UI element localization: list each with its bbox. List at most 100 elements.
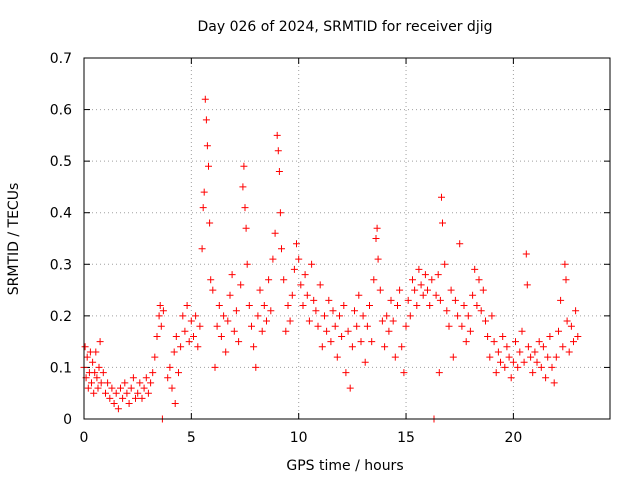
data-point [301,271,309,279]
data-point [445,322,453,330]
data-point [503,343,511,351]
data-point [518,327,526,335]
data-point [138,394,146,402]
data-point [342,369,350,377]
data-point [136,379,144,387]
data-point [224,317,232,325]
data-point [331,322,339,330]
y-tick-label: 0.2 [50,309,72,325]
data-point [443,307,451,315]
data-point [171,400,179,407]
data-point [353,322,361,330]
data-point [89,358,97,366]
data-point [555,327,562,335]
data-point [477,307,485,315]
data-point [516,348,524,356]
data-point [269,255,277,263]
data-point [299,302,307,309]
data-point [454,312,462,320]
data-point [245,302,253,309]
data-point [310,296,318,304]
data-point [561,260,569,268]
data-point [494,348,502,356]
data-point [574,333,582,340]
data-point [499,333,507,340]
data-point [533,358,541,366]
data-point [363,322,371,330]
data-point [308,260,316,268]
data-point [458,322,466,330]
data-point [447,286,455,294]
data-point [280,276,288,284]
data-point [181,327,189,335]
data-point [340,302,348,309]
data-point [479,286,487,294]
data-point [242,224,250,232]
data-point [475,276,483,284]
data-point [168,384,176,392]
data-point [95,363,103,371]
data-point [370,276,378,284]
y-tick-label: 0.7 [50,51,72,67]
data-point [155,312,163,320]
data-point [409,276,416,284]
data-point [156,302,164,309]
data-point [203,142,211,150]
data-point [373,224,381,232]
data-point [432,291,440,299]
data-point [90,389,98,397]
data-point [121,379,129,387]
data-point [542,374,550,382]
data-point [273,131,281,139]
data-point [102,389,109,397]
data-point [523,281,531,289]
data-point [527,353,535,361]
data-point [243,260,251,268]
data-point [123,389,131,397]
data-point [368,338,376,346]
data-points [80,95,582,423]
data-point [552,353,560,361]
data-point [99,369,107,377]
data-point [357,338,365,346]
data-point [355,291,363,299]
data-point [149,369,157,377]
data-point [469,291,477,299]
data-point [237,281,245,289]
data-point [164,374,172,382]
data-point [240,162,248,170]
data-point [220,312,228,320]
data-point [406,312,414,320]
data-point [241,204,249,212]
data-point [505,353,513,361]
data-point [192,312,200,320]
data-point [199,204,207,212]
data-point [112,389,120,397]
data-point [428,276,436,284]
data-point [172,333,180,340]
data-point [435,369,443,377]
data-point [276,209,284,217]
data-point [387,296,395,304]
data-point [250,343,258,351]
data-point [239,183,247,191]
data-point [295,255,303,263]
data-point [256,286,264,294]
data-point [426,302,434,309]
data-point [400,369,408,377]
data-point [524,343,532,351]
data-point [248,322,255,330]
data-point [235,338,243,346]
x-tick-label: 5 [187,430,196,446]
data-point [228,271,236,279]
data-point [303,291,311,299]
data-point [512,338,519,346]
data-point [288,291,296,299]
data-point [290,265,298,273]
axis-ticks: 0 0.1 0.2 0.3 0.4 0.5 0.6 0.7 0 5 10 15 20 [50,51,610,446]
data-point [492,369,500,377]
data-point [559,343,567,351]
data-point [119,394,127,402]
